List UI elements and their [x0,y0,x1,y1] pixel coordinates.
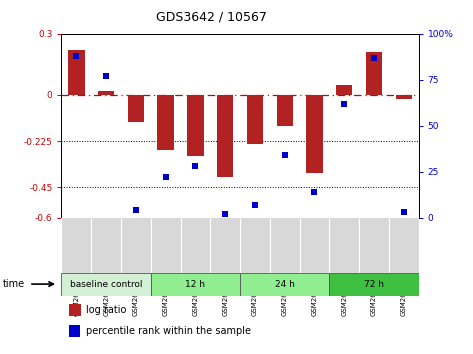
Point [102,73,110,79]
Point [221,211,229,217]
Text: baseline control: baseline control [70,280,142,289]
Point [370,55,378,61]
Text: percentile rank within the sample: percentile rank within the sample [87,326,252,336]
FancyBboxPatch shape [151,273,240,296]
Bar [395,95,412,99]
Text: 24 h: 24 h [275,280,295,289]
Bar [128,95,144,121]
Bar [306,95,323,173]
FancyBboxPatch shape [61,273,151,296]
Point [281,152,289,158]
Bar [217,95,233,177]
Point [132,207,140,213]
Point [341,101,348,107]
Bar [98,91,114,95]
Text: time: time [2,279,25,289]
Bar [68,50,85,95]
Text: log ratio: log ratio [87,305,127,315]
Point [72,53,80,58]
Point [311,189,318,195]
FancyBboxPatch shape [329,273,419,296]
Bar [366,52,382,95]
FancyBboxPatch shape [240,273,329,296]
Point [251,202,259,208]
Point [162,175,169,180]
Point [192,163,199,169]
Text: GDS3642 / 10567: GDS3642 / 10567 [156,11,267,24]
Text: 72 h: 72 h [364,280,384,289]
Point [400,209,408,215]
Bar [187,95,203,156]
Bar [158,95,174,150]
Bar [69,325,80,337]
Text: 12 h: 12 h [185,280,205,289]
Bar [336,85,352,95]
Bar [247,95,263,144]
Bar [277,95,293,126]
Bar [69,304,81,316]
